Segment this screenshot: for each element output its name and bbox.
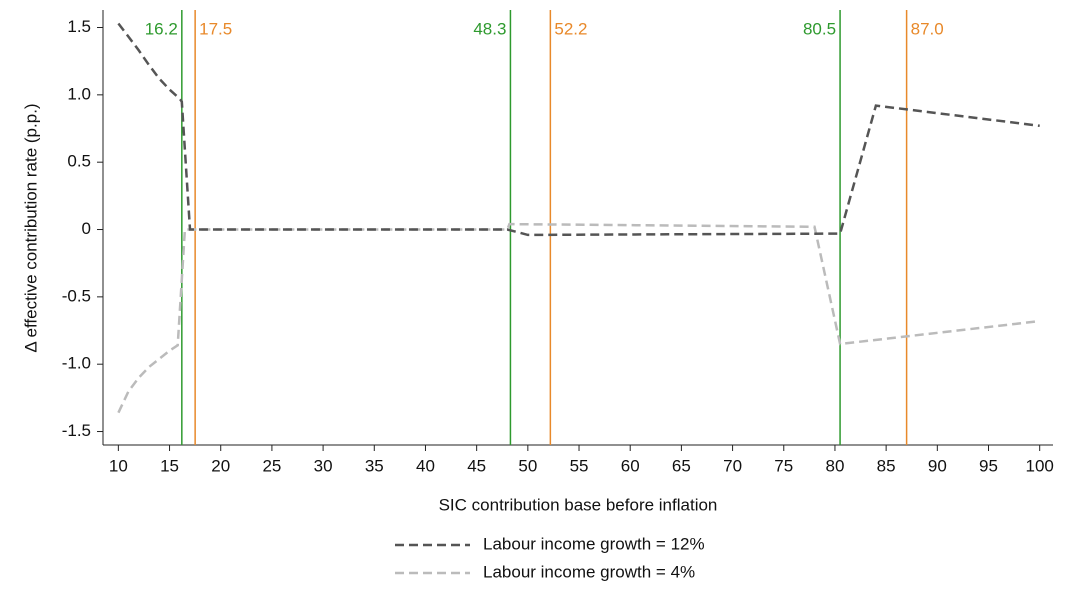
x-tick-label: 45 xyxy=(467,456,486,475)
x-tick-label: 10 xyxy=(109,456,128,475)
y-tick-label: 0.5 xyxy=(67,152,91,171)
x-tick-label: 65 xyxy=(672,456,691,475)
y-tick-label: 0 xyxy=(82,219,91,238)
series-line xyxy=(117,222,1040,414)
x-tick-label: 40 xyxy=(416,456,435,475)
x-tick-label: 90 xyxy=(928,456,947,475)
x-tick-label: 25 xyxy=(262,456,281,475)
x-axis-label: SIC contribution base before inflation xyxy=(439,495,718,514)
vertical-line-label: 80.5 xyxy=(803,19,836,38)
y-tick-label: -1.0 xyxy=(62,354,91,373)
x-tick-label: 50 xyxy=(518,456,537,475)
x-tick-label: 70 xyxy=(723,456,742,475)
y-tick-label: -0.5 xyxy=(62,286,91,305)
series-line xyxy=(117,22,1040,237)
x-tick-label: 95 xyxy=(979,456,998,475)
x-tick-label: 20 xyxy=(211,456,230,475)
x-tick-label: 30 xyxy=(314,456,333,475)
x-tick-label: 75 xyxy=(774,456,793,475)
y-tick-label: -1.5 xyxy=(62,421,91,440)
x-tick-label: 100 xyxy=(1026,456,1054,475)
x-tick-label: 55 xyxy=(570,456,589,475)
x-tick-label: 85 xyxy=(877,456,896,475)
vertical-line-label: 87.0 xyxy=(911,19,944,38)
x-tick-label: 60 xyxy=(621,456,640,475)
vertical-line-label: 16.2 xyxy=(145,19,178,38)
vertical-line-label: 17.5 xyxy=(199,19,232,38)
legend-label: Labour income growth = 12% xyxy=(483,534,705,553)
legend-label: Labour income growth = 4% xyxy=(483,562,695,581)
y-tick-label: 1.5 xyxy=(67,17,91,36)
x-tick-label: 80 xyxy=(825,456,844,475)
y-axis-label: Δ effective contribution rate (p.p.) xyxy=(21,103,40,352)
x-tick-label: 15 xyxy=(160,456,179,475)
y-tick-label: 1.0 xyxy=(67,84,91,103)
vertical-line-label: 48.3 xyxy=(473,19,506,38)
x-tick-label: 35 xyxy=(365,456,384,475)
vertical-line-label: 52.2 xyxy=(554,19,587,38)
